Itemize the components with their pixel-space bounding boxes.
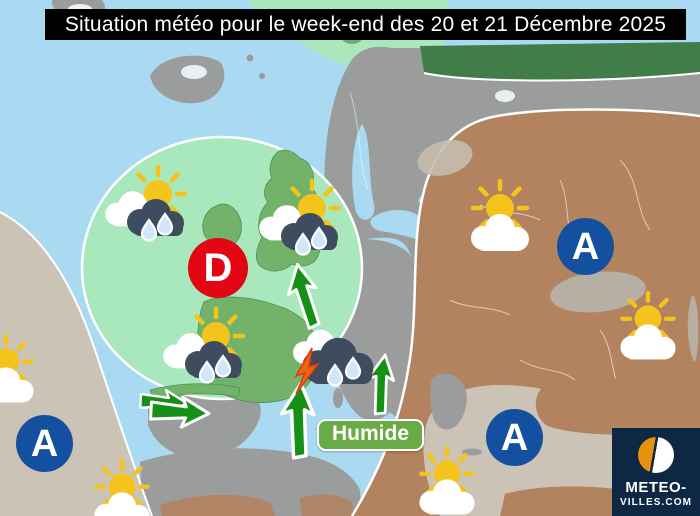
- depression-symbol: D: [188, 238, 248, 298]
- logo-halfmoon-icon: [638, 437, 674, 473]
- sun-cloud-icon: [94, 461, 149, 516]
- page-title: Situation météo pour le week-end des 20 …: [64, 12, 667, 36]
- north-forest-strip: [420, 42, 700, 80]
- anticyclone-symbol-east: A: [557, 218, 614, 275]
- logo-text-line2: VILLES.COM: [619, 497, 693, 508]
- humidity-label: Humide: [317, 419, 425, 451]
- meteo-villes-logo: METEO- VILLES.COM: [612, 428, 700, 516]
- anticyclone-symbol-atlantic: A: [16, 415, 73, 472]
- logo-text-line1: METEO-: [625, 479, 687, 496]
- anticyclone-symbol-mediterranean: A: [486, 409, 543, 466]
- title-banner: Situation météo pour le week-end des 20 …: [45, 9, 686, 40]
